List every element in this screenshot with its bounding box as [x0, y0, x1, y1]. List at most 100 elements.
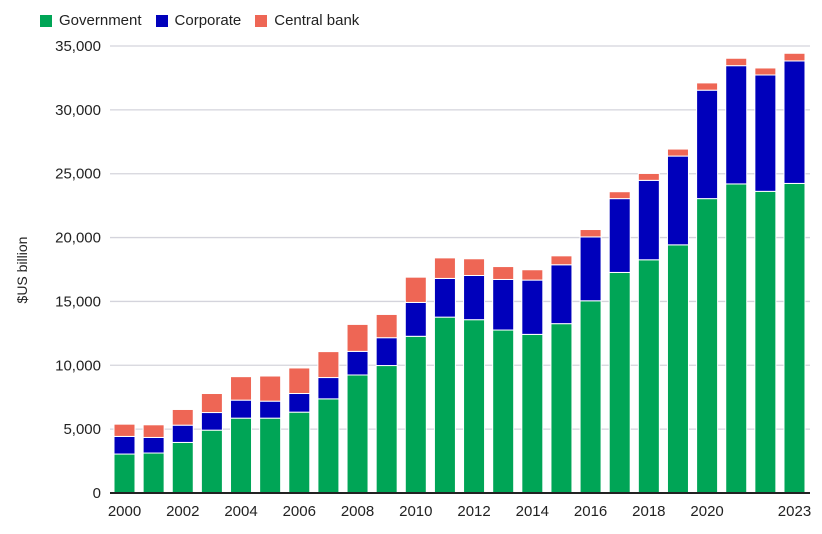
bar-group-2007 — [317, 351, 340, 494]
bar-central-bank-2008 — [346, 323, 369, 352]
bar-government-2020 — [696, 198, 719, 494]
bar-corporate-2020 — [696, 89, 719, 200]
bar-government-2016 — [579, 300, 602, 494]
bar-group-2023 — [783, 52, 806, 494]
bar-corporate-2002 — [171, 424, 194, 443]
x-tick-label: 2023 — [778, 503, 811, 520]
y-tick-label: 20,000 — [55, 230, 101, 247]
y-tick-label: 0 — [93, 485, 101, 502]
legend-item-government: Government — [40, 12, 142, 29]
x-tick-label: 2020 — [690, 503, 723, 520]
bar-central-bank-2016 — [579, 229, 602, 238]
bar-corporate-2007 — [317, 377, 340, 400]
bar-central-bank-2020 — [696, 82, 719, 91]
x-tick-label: 2008 — [341, 503, 374, 520]
bar-group-2005 — [259, 375, 282, 494]
legend-label-government: Government — [59, 12, 142, 29]
bar-government-2014 — [521, 333, 544, 494]
bar-group-2008 — [346, 323, 369, 494]
bar-corporate-2009 — [375, 337, 398, 367]
bar-group-2004 — [230, 376, 253, 494]
bar-corporate-2000 — [113, 435, 136, 455]
bar-central-bank-2005 — [259, 375, 282, 402]
bar-corporate-2016 — [579, 236, 602, 302]
bar-central-bank-2013 — [492, 266, 515, 280]
bar-central-bank-2000 — [113, 423, 136, 437]
x-tick-label: 2002 — [166, 503, 199, 520]
bar-group-2012 — [463, 258, 486, 494]
bar-group-2015 — [550, 255, 573, 494]
bars — [113, 52, 806, 494]
bar-corporate-2022 — [754, 74, 777, 192]
bar-group-2001 — [142, 424, 165, 494]
bar-corporate-2010 — [404, 301, 427, 337]
bar-central-bank-2022 — [754, 67, 777, 76]
x-tick-label: 2006 — [283, 503, 316, 520]
bar-central-bank-2006 — [288, 367, 311, 395]
y-axis-label: $US billion — [14, 237, 30, 304]
bar-central-bank-2012 — [463, 258, 486, 277]
bar-central-bank-2018 — [637, 172, 660, 181]
bar-corporate-2012 — [463, 275, 486, 321]
bar-group-2010 — [404, 276, 427, 494]
bar-government-2018 — [637, 259, 660, 494]
y-tick-label: 30,000 — [55, 102, 101, 119]
bar-central-bank-2021 — [725, 57, 748, 67]
bar-group-2003 — [200, 393, 223, 494]
y-tick-label: 10,000 — [55, 357, 101, 374]
bar-government-2010 — [404, 335, 427, 494]
bar-group-2009 — [375, 313, 398, 494]
bar-central-bank-2011 — [433, 257, 456, 279]
bar-group-2000 — [113, 423, 136, 494]
bar-corporate-2018 — [637, 179, 660, 261]
x-tick-labels: 2000 2002 2004 2006 2008 2010 2012 2014 2016 2018… — [108, 503, 811, 520]
bar-corporate-2008 — [346, 350, 369, 376]
bar-corporate-2014 — [521, 279, 544, 335]
bar-corporate-2015 — [550, 264, 573, 325]
bar-government-2007 — [317, 398, 340, 494]
bar-central-bank-2001 — [142, 424, 165, 438]
bar-central-bank-2014 — [521, 269, 544, 281]
gridlines — [110, 45, 810, 430]
legend-swatch-central-bank — [255, 14, 268, 27]
bar-corporate-2004 — [230, 399, 253, 419]
bar-group-2002 — [171, 408, 194, 494]
legend-swatch-government — [40, 14, 52, 27]
bar-corporate-2013 — [492, 278, 515, 331]
y-tick-label: 35,000 — [55, 38, 101, 55]
bar-group-2019 — [666, 148, 689, 494]
x-tick-label: 2004 — [224, 503, 257, 520]
bar-corporate-2023 — [783, 60, 806, 184]
bar-government-2003 — [200, 429, 223, 494]
bar-government-2009 — [375, 365, 398, 494]
legend-swatch-corporate — [155, 14, 168, 27]
bar-government-2004 — [230, 417, 253, 494]
bar-group-2021 — [725, 57, 748, 494]
legend-label-central-bank: Central bank — [274, 12, 360, 29]
bar-government-2006 — [288, 411, 311, 494]
bar-corporate-2011 — [433, 277, 456, 318]
bar-group-2014 — [521, 269, 544, 494]
bar-group-2018 — [637, 172, 660, 494]
bar-corporate-2003 — [200, 412, 223, 431]
bar-corporate-2005 — [259, 400, 282, 419]
bar-group-2006 — [288, 367, 311, 494]
bar-corporate-2001 — [142, 436, 165, 454]
bar-group-2013 — [492, 266, 515, 494]
bar-government-2000 — [113, 453, 136, 494]
x-tick-label: 2018 — [632, 503, 665, 520]
bar-government-2008 — [346, 374, 369, 494]
bar-government-2022 — [754, 190, 777, 494]
x-tick-label: 2000 — [108, 503, 141, 520]
bar-government-2005 — [259, 417, 282, 494]
legend-item-central-bank: Central bank — [255, 12, 359, 29]
y-tick-label: 25,000 — [55, 166, 101, 183]
x-tick-label: 2012 — [457, 503, 490, 520]
y-tick-label: 15,000 — [55, 293, 101, 310]
bar-government-2011 — [433, 316, 456, 494]
bar-central-bank-2009 — [375, 313, 398, 339]
legend-item-corporate: Corporate — [155, 12, 241, 29]
bar-government-2021 — [725, 183, 748, 494]
x-tick-label: 2014 — [516, 503, 549, 520]
